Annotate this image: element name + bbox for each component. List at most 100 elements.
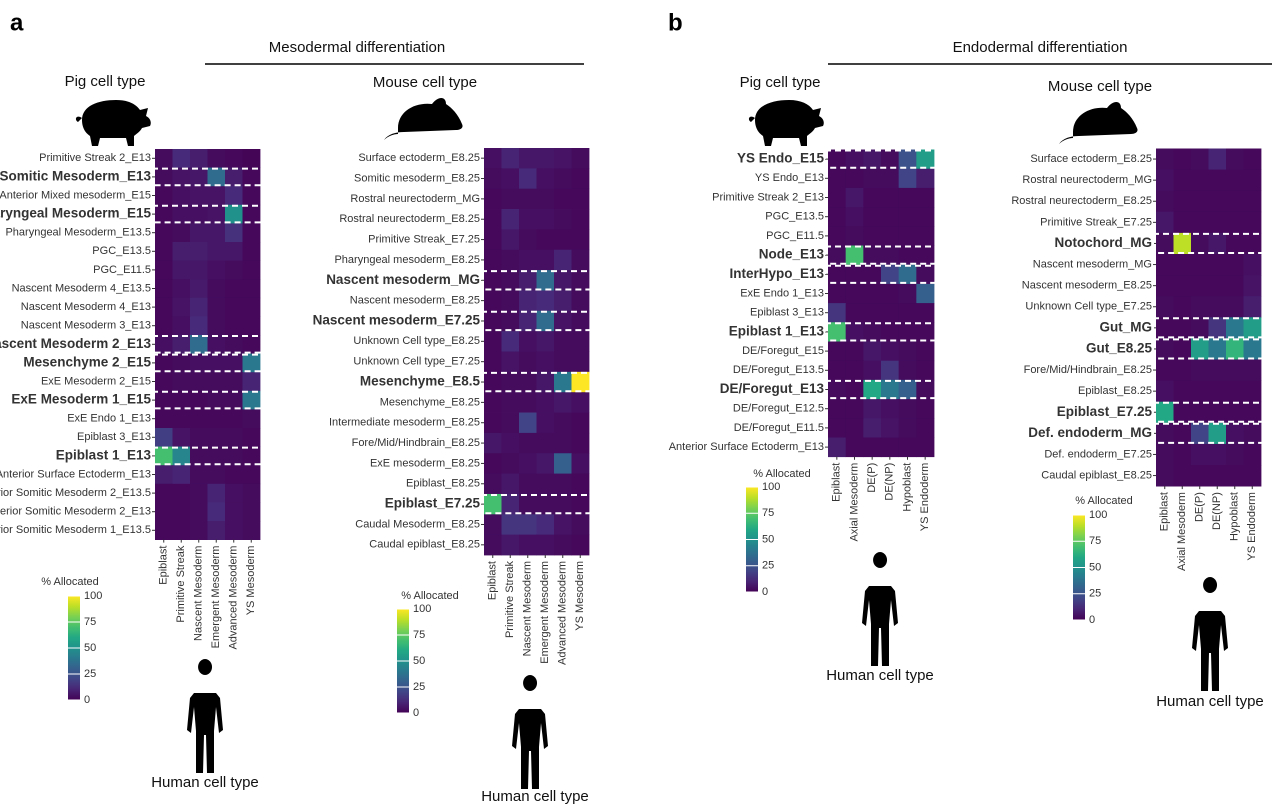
heatmap-cell (1174, 338, 1192, 360)
heatmap-cell (828, 226, 846, 246)
heatmap-cell (1191, 317, 1209, 339)
heatmap-cell (1156, 149, 1174, 171)
heatmap-cell (190, 335, 208, 354)
heatmap-cell (190, 428, 208, 447)
row-label: Nascent mesoderm_E8.25 (350, 295, 480, 307)
heatmap-cell (572, 209, 590, 230)
heatmap-cell (243, 521, 261, 540)
heatmap-cell (519, 168, 537, 189)
col-label: Emergent Mesoderm (539, 561, 551, 664)
heatmap-cell (1156, 254, 1174, 276)
heatmap-cell (916, 342, 934, 362)
row-label: Caudal Mesoderm_E8.25 (355, 518, 480, 530)
heatmap-cell (243, 409, 261, 428)
heatmap-cell (155, 279, 173, 298)
heatmap-cell (1226, 212, 1244, 234)
row-label: YS Endo_E15 (737, 151, 825, 166)
heatmap-cell (846, 265, 864, 285)
heatmap-cell (155, 149, 173, 168)
heatmap-cell (484, 453, 502, 474)
heatmap-cell (502, 514, 520, 535)
heatmap-cell (537, 189, 555, 210)
heatmap-cell (484, 352, 502, 373)
row-label: Primitive Streak_E7.25 (368, 233, 480, 245)
heatmap-cell (1244, 444, 1262, 466)
heatmap-cell (173, 521, 191, 540)
heatmap-cell (173, 316, 191, 335)
row-label: Def. endoderm_E7.25 (1044, 448, 1152, 460)
heatmap-cell (190, 447, 208, 466)
colorbar-title: % Allocated (401, 590, 458, 602)
heatmap-cell (1244, 170, 1262, 192)
heatmap-cell (243, 186, 261, 205)
heatmap-cell (846, 207, 864, 227)
heatmap-cell (537, 453, 555, 474)
heatmap-cell (208, 409, 226, 428)
heatmap-cell (519, 535, 537, 556)
row-label: Mesenchyme_E8.25 (380, 396, 480, 408)
panel-label: a (10, 9, 24, 36)
row-label: DE/Foregut_E11.5 (734, 422, 824, 434)
colorbar-tick-label: 100 (762, 481, 780, 493)
row-label: Surface ectoderm_E8.25 (358, 152, 480, 164)
heatmap-cell (190, 298, 208, 317)
heatmap-cell (1244, 423, 1262, 445)
heatmap-cell (916, 361, 934, 381)
heatmap-cell (554, 270, 572, 291)
heatmap-cell (502, 229, 520, 250)
heatmap-cell (899, 399, 917, 419)
heatmap-cell (519, 453, 537, 474)
heatmap-cell (225, 447, 243, 466)
row-label: YS Endo_E13 (755, 172, 824, 184)
heatmap-cell (173, 447, 191, 466)
col-label: Emergent Mesoderm (210, 546, 222, 649)
row-label: InterHypo_E13 (729, 266, 824, 281)
col-label: Primitive Streak (504, 561, 516, 639)
row-label: Epiblast 3_E13 (77, 431, 151, 443)
heatmap-cell (1174, 423, 1192, 445)
col-label: YS Mesoderm (574, 561, 586, 631)
col-label: Epiblast (487, 561, 499, 600)
row-label: Primitive Streak 2_E13 (39, 152, 151, 164)
heatmap-cell (519, 433, 537, 454)
heatmap-cell (828, 438, 846, 458)
heatmap-cell (225, 391, 243, 410)
heatmap-cell (484, 290, 502, 311)
heatmap-cell (225, 316, 243, 335)
row-label: Epiblast_E7.25 (385, 496, 481, 511)
heatmap-cell (537, 148, 555, 169)
heatmap-cell (1209, 317, 1227, 339)
row-label: Posterior Somitic Mesoderm 2_E13 (0, 506, 151, 518)
heatmap-cell (1156, 465, 1174, 487)
heatmap-cell (208, 372, 226, 391)
heatmap-cell (537, 514, 555, 535)
heatmap-cell (1226, 233, 1244, 255)
col-label: DE(P) (866, 463, 878, 493)
heatmap-cell (190, 205, 208, 224)
heatmap-cell (881, 418, 899, 438)
x-axis-title: Human cell type (481, 788, 589, 804)
row-label: DE/Foregut_E13.5 (733, 364, 824, 376)
heatmap-cell (225, 335, 243, 354)
heatmap-cell (155, 261, 173, 280)
heatmap-cell (1226, 381, 1244, 403)
heatmap-cell (243, 428, 261, 447)
heatmap-cell (225, 186, 243, 205)
heatmap-cell (225, 502, 243, 521)
row-label: Unknown Cell type_E7.25 (353, 356, 480, 368)
heatmap-cell (1209, 296, 1227, 318)
heatmap-cell (1174, 149, 1192, 171)
heatmap-cell (863, 380, 881, 400)
row-label: Surface ectoderm_E8.25 (1030, 153, 1152, 165)
heatmap-cell (1244, 296, 1262, 318)
heatmap-cell (190, 242, 208, 261)
heatmap-cell (554, 413, 572, 434)
heatmap-cell (484, 433, 502, 454)
heatmap-cell (1244, 191, 1262, 213)
heatmap-cell (554, 250, 572, 271)
col-label: Hypoblast (901, 463, 913, 512)
heatmap-cell (155, 428, 173, 447)
heatmap-cell (828, 207, 846, 227)
heatmap-cell (190, 316, 208, 335)
heatmap-cell (1174, 254, 1192, 276)
